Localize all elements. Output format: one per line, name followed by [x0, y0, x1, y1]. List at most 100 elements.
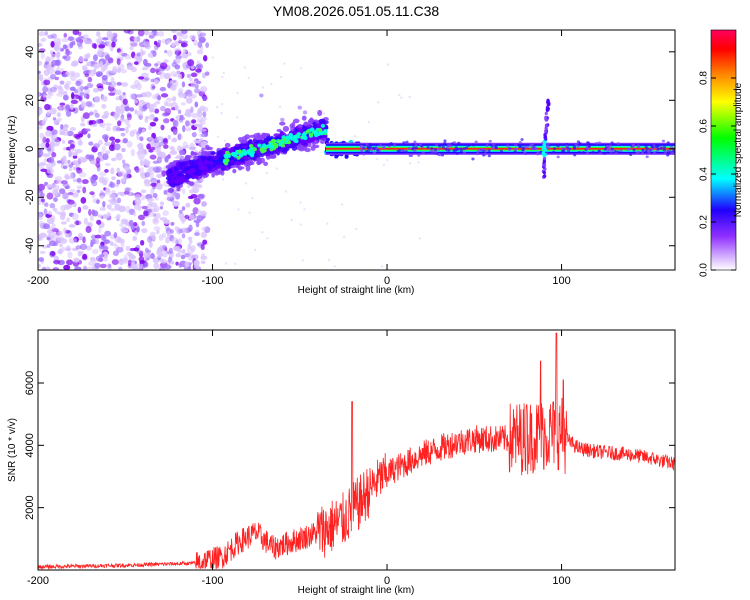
spectrogram-blob [86, 266, 95, 270]
spectrogram-blob [97, 139, 103, 146]
spectrogram-blob [99, 254, 105, 258]
spectrogram-blob [77, 206, 82, 214]
spectrogram-blob [50, 53, 57, 59]
spectrogram-blob [197, 157, 203, 165]
spectrogram-blob [140, 189, 147, 194]
spectrogram-blob [169, 150, 178, 155]
spectrogram-blob [46, 148, 51, 152]
spectrogram-blob [104, 230, 112, 237]
spectrogram-blob [401, 148, 405, 152]
spectrogram-blob [196, 60, 201, 66]
spectrogram-blob [137, 153, 145, 161]
spectrogram-blob [177, 237, 183, 245]
spectrogram-blob [193, 259, 200, 267]
spectrogram-blob [185, 161, 190, 166]
spectrogram-blob [431, 150, 435, 153]
spectrogram-blob [116, 197, 122, 204]
spectrogram-blob [402, 141, 406, 145]
spectrogram-blob [52, 266, 60, 270]
snr-panel: -200 -100 0 100 2000 4000 6000 Height of stra… [7, 329, 676, 596]
spectrogram-blob [523, 151, 527, 155]
spectrogram-blob [118, 50, 124, 56]
spectrogram-blob [251, 196, 254, 200]
spectrogram-blob [146, 197, 155, 202]
spectrogram-blob [433, 148, 438, 151]
spectrogram-blob [213, 156, 219, 161]
spectrogram-blob [270, 82, 273, 86]
spectrogram-blob [269, 150, 275, 155]
spectrogram-blob [292, 118, 300, 124]
spectrogram-blob [179, 114, 184, 119]
spectrogram-blob [166, 39, 171, 44]
spectrogram-blob [152, 166, 160, 173]
spectrogram-blob [49, 202, 56, 209]
spectrogram-blob [587, 145, 591, 148]
spectrogram-blob [193, 155, 198, 160]
spectrogram-blob [312, 121, 317, 128]
spectrogram-blob [99, 195, 105, 200]
spectrogram-blob [99, 171, 107, 177]
snr-y-tick-label: 4000 [24, 433, 36, 457]
spectrogram-blob [88, 69, 96, 77]
spectrogram-blob [520, 138, 524, 141]
colorbar: 0.0 0.2 0.4 0.6 0.8 Normalized spectral ampl… [699, 29, 744, 277]
spectrogram-blob [130, 84, 138, 89]
spectrogram-blob [418, 142, 423, 146]
spectrogram-blob [164, 101, 169, 107]
spectrogram-blob [93, 143, 101, 149]
spectrogram-blob [78, 55, 84, 63]
spectrogram-blob [105, 81, 112, 86]
spectrogram-blob [105, 263, 110, 267]
spectrogram-blob [116, 236, 122, 243]
spectrogram-blob [197, 194, 205, 200]
spectrogram-blob [116, 246, 124, 253]
spectrogram-blob [82, 34, 89, 39]
spectrogram-blob [95, 238, 100, 245]
spectrogram-blob [172, 200, 180, 207]
spectrogram-blob [205, 42, 210, 48]
spectrogram-blob [90, 176, 96, 184]
spectrogram-blob [313, 133, 319, 138]
spectrogram-blob [98, 227, 102, 234]
spectrogram-blob [368, 142, 372, 146]
spectrogram-blob [485, 144, 489, 147]
spectrogram-blob [253, 248, 257, 252]
spectrogram-blob [193, 140, 202, 144]
spectrogram-blob [261, 86, 265, 89]
spectrogram-blob [174, 105, 179, 111]
spectrogram-blob [141, 228, 148, 234]
spectrogram-blob [543, 133, 547, 138]
spectrogram-blob [39, 232, 47, 238]
spectrogram-blob [89, 160, 96, 165]
spectrogram-blob [104, 122, 112, 127]
spectrogram-blob [200, 244, 205, 251]
spectrogram-blob [165, 97, 173, 102]
spectrogram-blob [270, 138, 276, 143]
spectrogram-blob [382, 163, 386, 167]
spectrogram-blob [184, 155, 190, 162]
spectrogram-blob [150, 187, 155, 195]
spectrogram-blob [185, 89, 193, 97]
spectrogram-blob [488, 139, 492, 143]
spectrogram-blob [69, 41, 74, 49]
spectrogram-blob [44, 116, 48, 122]
spectrogram-blob [188, 224, 193, 232]
spectrogram-blob [50, 59, 59, 66]
spectrogram-blob [247, 76, 250, 80]
spectrogram-blob [632, 148, 636, 152]
spectrogram-blob [171, 30, 177, 34]
spectrogram-blob [561, 147, 565, 150]
spectrogram-blob [150, 252, 155, 259]
spectrogram-blob [38, 213, 42, 218]
spectrogram-blob [640, 151, 645, 155]
spectrogram-blob [175, 58, 181, 64]
spectrogram-blob [45, 142, 50, 148]
spectrogram-blob [241, 139, 248, 143]
spectrogram-blob [182, 178, 190, 183]
spectrogram-blob [174, 166, 178, 172]
spectrogram-blob [89, 214, 94, 222]
spectrogram-blob [63, 227, 67, 233]
spectrogram-blob [246, 159, 253, 166]
spectrogram-blob [172, 34, 177, 41]
spectrogram-blob [333, 265, 336, 268]
